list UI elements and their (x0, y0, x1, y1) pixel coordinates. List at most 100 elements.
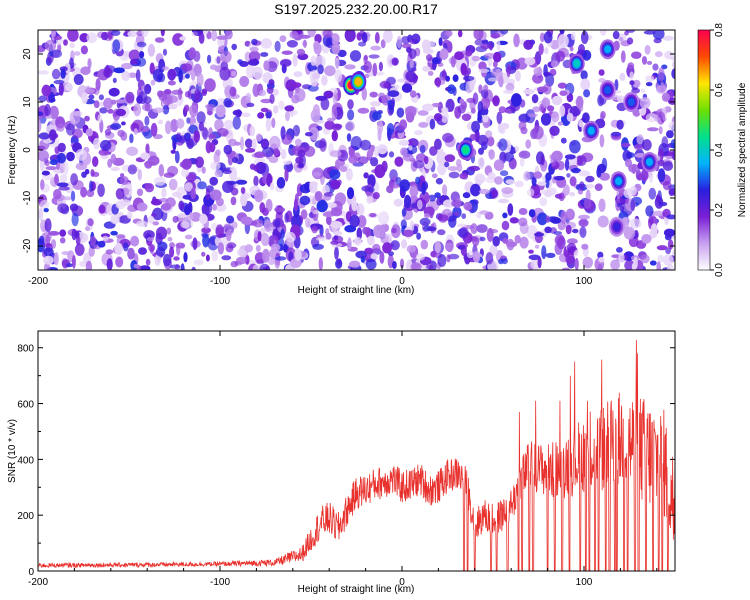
heatmap-cell (255, 161, 267, 174)
heatmap-cell (519, 236, 529, 249)
heatmap-cell (423, 155, 429, 165)
heatmap-cell (566, 112, 574, 122)
heatmap-cell (493, 51, 502, 63)
heatmap-cell (223, 144, 233, 155)
heatmap-cell (245, 148, 256, 153)
heatmap-cell (87, 58, 92, 69)
heatmap-cell (377, 120, 384, 134)
heatmap-cell (205, 103, 216, 109)
heatmap-cell (399, 119, 408, 130)
heatmap-cell (106, 258, 113, 270)
heatmap-cell (379, 251, 385, 264)
heatmap-cell (488, 42, 494, 51)
heatmap-cell (569, 105, 581, 117)
heatmap-cell (254, 189, 264, 203)
heatmap-cell (640, 254, 650, 264)
heatmap-cell (178, 135, 187, 144)
heatmap-cell (110, 214, 120, 225)
heatmap-cell (193, 30, 202, 36)
heatmap-cell (162, 253, 172, 267)
heatmap-cell (43, 247, 54, 257)
heatmap-cell (654, 114, 659, 122)
heatmap-cell (485, 176, 497, 184)
heatmap-cell (184, 104, 190, 113)
heatmap-cell (544, 226, 552, 234)
heatmap-cell (503, 89, 514, 94)
heatmap-cell (478, 188, 491, 195)
heatmap-cell (192, 237, 198, 250)
heatmap-cell (307, 30, 316, 38)
heatmap-cell (556, 236, 566, 250)
heatmap-cell (210, 161, 221, 171)
heatmap-cell (422, 65, 431, 72)
heatmap-cell (239, 76, 250, 87)
heatmap-cell (314, 55, 326, 69)
colorbar: 0.0 0.2 0.4 0.6 0.8 Normalized spectral ampl… (697, 23, 748, 277)
heatmap-cell (396, 35, 402, 49)
heatmap-cell (230, 260, 239, 268)
heatmap-cell (470, 183, 481, 197)
heatmap-cell (39, 158, 45, 172)
heatmap-cell (438, 37, 443, 46)
heatmap-cell (216, 56, 221, 64)
heatmap-cell (181, 63, 193, 72)
heatmap-cell (139, 265, 151, 270)
heatmap-cell (189, 104, 199, 118)
heatmap-cell (265, 198, 273, 212)
heatmap-cell (631, 87, 640, 94)
heatmap-cell (292, 124, 300, 137)
heatmap-cell (110, 153, 117, 164)
heatmap-cell (159, 198, 169, 203)
heatmap-cell (121, 121, 126, 126)
heatmap-cell (146, 237, 155, 242)
heatmap-x-axis: -200 -100 0 100 (28, 30, 593, 287)
heatmap-cell (316, 237, 328, 241)
heatmap-cell (366, 196, 374, 204)
heatmap-cell (148, 243, 156, 252)
heatmap-cell (570, 31, 576, 41)
heatmap-cell (445, 75, 451, 82)
heatmap-cell (38, 95, 47, 102)
heatmap-cell (620, 50, 626, 63)
heatmap-cell (446, 254, 451, 263)
heatmap-cell (550, 217, 562, 224)
heatmap-cell (268, 156, 279, 164)
heatmap-cell (429, 118, 436, 130)
heatmap-hotspot (354, 77, 362, 86)
heatmap-cell (210, 189, 222, 201)
heatmap-cell (447, 166, 458, 172)
heatmap-cell (472, 251, 481, 263)
heatmap-cell (383, 30, 393, 43)
heatmap-cell (656, 261, 661, 270)
heatmap-cell (177, 213, 189, 218)
heatmap-cell (473, 30, 484, 40)
heatmap-cell (54, 173, 59, 186)
heatmap-cell (431, 173, 438, 179)
heatmap-cell (539, 103, 544, 113)
heatmap-cell (43, 208, 49, 213)
heatmap-cell (330, 150, 342, 158)
heatmap-cell (70, 173, 78, 186)
heatmap-cell (110, 123, 122, 130)
heatmap-cell (65, 62, 71, 75)
heatmap-cell (299, 195, 311, 206)
heatmap-cell (108, 87, 120, 97)
heatmap-cell (518, 121, 527, 131)
heatmap-cell (583, 198, 592, 209)
heatmap-cell (240, 216, 253, 225)
heatmap-cell (302, 39, 307, 48)
heatmap-cell (671, 68, 675, 79)
heatmap-cell (534, 232, 545, 237)
heatmap-cell (175, 242, 186, 249)
colorbar-tick-label: 0.0 (714, 263, 725, 277)
heatmap-cell (414, 130, 423, 136)
heatmap-cell (616, 95, 625, 103)
heatmap-cell (221, 255, 232, 261)
heatmap-cell (474, 39, 484, 46)
heatmap-cell (563, 184, 570, 196)
heatmap-cell (312, 243, 324, 250)
heatmap-cell (388, 151, 395, 158)
heatmap-cell (427, 226, 437, 231)
heatmap-cell (391, 97, 395, 108)
heatmap-cell (667, 97, 675, 105)
